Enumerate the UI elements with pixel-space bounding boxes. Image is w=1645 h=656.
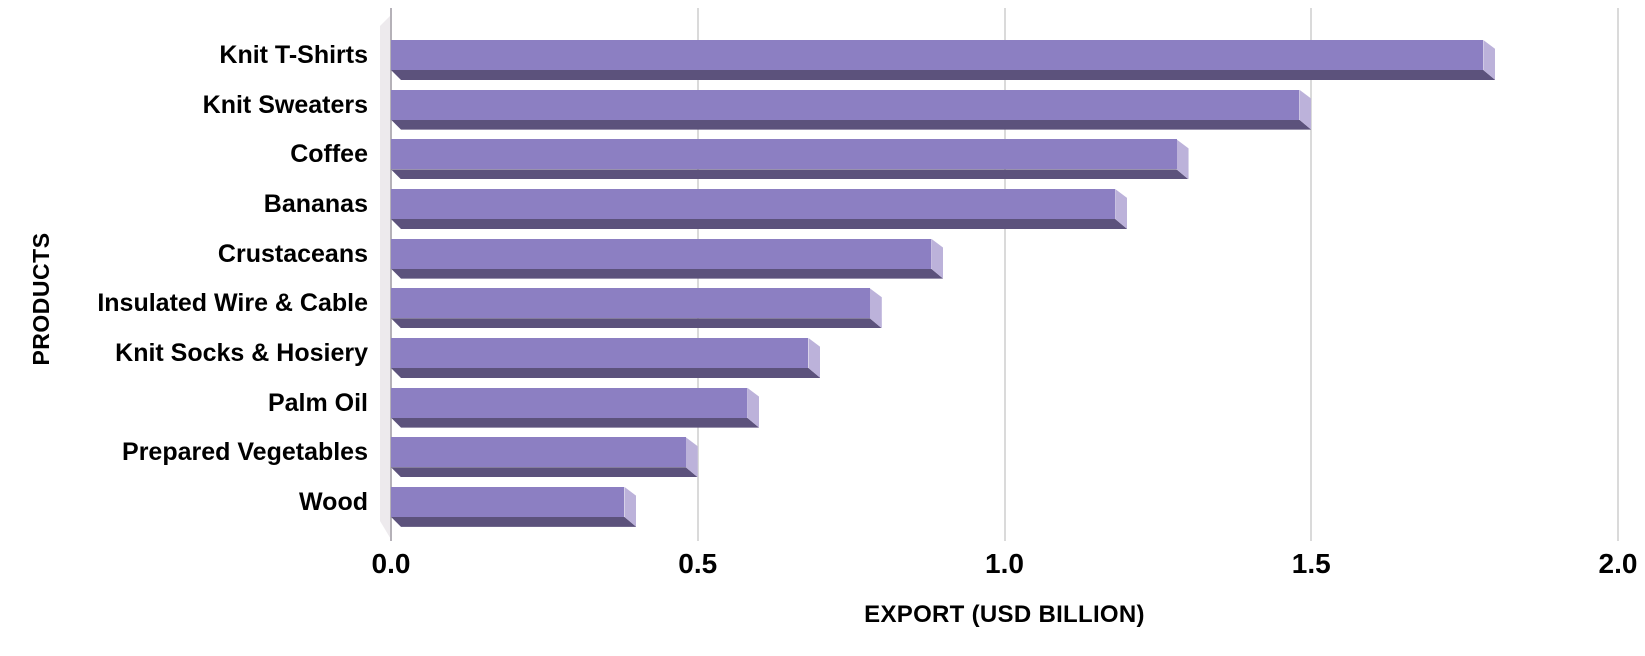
category-label: Knit Sweaters xyxy=(202,90,368,119)
bar-face xyxy=(391,238,932,269)
bar-face xyxy=(391,89,1300,120)
bar-bevel xyxy=(391,120,1311,130)
category-label: Knit T-Shirts xyxy=(219,41,368,69)
x-tick-label: 2.0 xyxy=(1598,548,1638,579)
category-label-row: Prepared Vegetables xyxy=(0,437,368,477)
category-label-row: Coffee xyxy=(0,139,368,179)
bar-face xyxy=(391,337,809,368)
x-tick-label: 0.5 xyxy=(678,548,718,579)
category-label: Crustaceans xyxy=(217,239,368,268)
category-label-row: Knit Sweaters xyxy=(0,90,368,130)
x-axis-title: EXPORT (USD BILLION) xyxy=(864,601,1145,628)
bar-cap xyxy=(1115,188,1128,229)
bar-row xyxy=(391,40,1618,80)
bar-bevel xyxy=(391,467,698,477)
bar xyxy=(391,89,1312,130)
bar xyxy=(391,337,821,378)
category-label-row: Crustaceans xyxy=(0,239,368,279)
bar-cap xyxy=(1176,139,1189,180)
bar-face xyxy=(391,188,1116,219)
category-label: Bananas xyxy=(263,189,368,218)
bar-bevel xyxy=(391,318,882,328)
bar-bevel xyxy=(391,70,1495,80)
category-label: Knit Socks & Hosiery xyxy=(115,338,368,367)
bar-cap xyxy=(1483,40,1496,80)
bar-bevel xyxy=(391,368,820,378)
category-label-row: Bananas xyxy=(0,189,368,229)
bar-cap xyxy=(808,337,821,378)
x-tick-label: 0.0 xyxy=(371,548,411,579)
gridline xyxy=(1617,8,1619,541)
bar-row xyxy=(391,486,1618,527)
plot-area xyxy=(390,8,1619,541)
bar-cap xyxy=(869,288,882,329)
x-axis-ticks: 0.0 0.5 1.0 1.5 2.0 xyxy=(372,548,1638,580)
bar-row xyxy=(391,288,1618,329)
bar-row xyxy=(391,437,1618,478)
bar-row xyxy=(391,337,1618,378)
bar xyxy=(391,437,698,478)
category-label-row: Wood xyxy=(0,487,368,527)
category-label-row: Knit T-Shirts xyxy=(0,40,368,80)
bars-container xyxy=(391,40,1618,527)
bar-bevel xyxy=(391,418,759,428)
bar-face xyxy=(391,486,625,517)
category-label: Prepared Vegetables xyxy=(122,438,368,467)
bar-face xyxy=(391,139,1177,170)
category-label: Wood xyxy=(299,487,368,516)
x-tick-label: 1.5 xyxy=(1291,548,1331,579)
bar xyxy=(391,486,637,527)
bar-bevel xyxy=(391,219,1127,229)
bar-cap xyxy=(931,238,944,279)
bar-row xyxy=(391,89,1618,130)
gridline xyxy=(1003,8,1006,541)
gridline xyxy=(1310,8,1313,541)
bar-bevel xyxy=(391,169,1189,179)
bar-row xyxy=(391,188,1618,229)
bar xyxy=(391,40,1496,80)
bar-bevel xyxy=(391,269,943,279)
gridline xyxy=(390,8,392,541)
bar-row xyxy=(391,139,1618,180)
bar-face xyxy=(391,288,870,319)
x-tick-label: 1.0 xyxy=(985,548,1024,579)
category-labels: Knit T-Shirts Knit Sweaters Coffee Bananas C… xyxy=(0,40,368,527)
bar-cap xyxy=(624,486,637,527)
bar xyxy=(391,387,760,428)
bar xyxy=(391,188,1128,229)
bar-row xyxy=(391,238,1618,279)
category-label-row: Palm Oil xyxy=(0,388,368,428)
bar-cap xyxy=(747,387,760,428)
category-label-row: Insulated Wire & Cable xyxy=(0,288,368,328)
category-label: Insulated Wire & Cable xyxy=(97,289,368,318)
bar-cap xyxy=(1299,89,1312,130)
bar-row xyxy=(391,387,1618,428)
category-label-row: Knit Socks & Hosiery xyxy=(0,338,368,378)
bar xyxy=(391,288,882,329)
bar-face xyxy=(391,387,748,418)
bar-face xyxy=(391,437,686,468)
bar xyxy=(391,238,944,279)
bar-cap xyxy=(685,437,698,478)
bar xyxy=(391,139,1189,180)
category-label: Coffee xyxy=(290,140,368,169)
category-label: Palm Oil xyxy=(267,388,368,417)
bar-bevel xyxy=(391,517,636,527)
bar-face xyxy=(391,40,1484,70)
